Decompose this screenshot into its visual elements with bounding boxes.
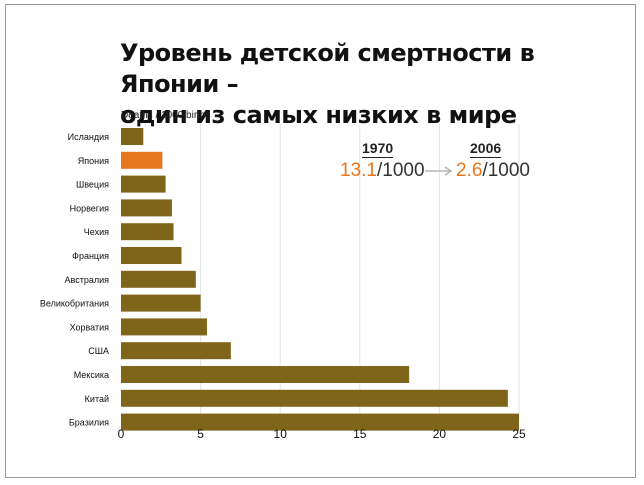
bar-4 xyxy=(121,223,174,241)
category-label: Бразилия xyxy=(69,418,109,428)
bar-10 xyxy=(121,366,410,383)
category-labels: Исландия Япония Швеция Норвегия Чехия Франция… xyxy=(40,132,109,428)
category-label: Китай xyxy=(85,394,109,404)
category-label: Австралия xyxy=(65,275,110,285)
bar-5 xyxy=(121,247,182,264)
slide-title: Уровень детской смертности в Японии – од… xyxy=(120,38,620,131)
category-label: США xyxy=(88,346,109,356)
category-label: Исландия xyxy=(68,132,109,142)
bar-6 xyxy=(121,270,196,288)
rate-to: 2.6/1000 xyxy=(456,160,530,182)
category-label: Чехия xyxy=(84,227,109,237)
rate-from-per: /1000 xyxy=(376,160,425,181)
rate-from: 13.1/1000 xyxy=(340,160,425,182)
bars-layer xyxy=(121,128,519,431)
bar-0 xyxy=(121,128,144,145)
x-tick-label: 10 xyxy=(274,427,288,441)
category-label: Хорватия xyxy=(70,322,110,332)
arrow-right-icon xyxy=(425,166,453,176)
x-tick-label: 0 xyxy=(118,427,125,441)
slide-title-line1: Уровень детской смертности в Японии – xyxy=(120,39,535,98)
year-to-label: 2006 xyxy=(470,140,502,158)
x-tick-label: 25 xyxy=(512,427,526,441)
year-from-label: 1970 xyxy=(362,140,394,158)
bar-12 xyxy=(121,413,519,431)
x-tick-labels: 0 5 10 15 20 25 xyxy=(118,427,526,441)
rate-to-per: /1000 xyxy=(482,160,530,181)
bar-11 xyxy=(121,389,508,407)
category-label: Великобритания xyxy=(40,299,109,309)
slide-title-line2: один из самых низких в мире xyxy=(120,101,517,129)
category-label: Мексика xyxy=(74,370,109,380)
category-label: Норвегия xyxy=(70,203,110,213)
rate-to-value: 2.6 xyxy=(456,160,483,181)
rate-from-value: 13.1 xyxy=(340,160,377,181)
bar-7 xyxy=(121,294,201,312)
bar-3 xyxy=(121,199,172,217)
bar-9 xyxy=(121,342,231,360)
category-label: Швеция xyxy=(76,180,109,190)
category-label: Франция xyxy=(72,251,109,261)
x-tick-label: 5 xyxy=(197,427,204,441)
bar-2 xyxy=(121,175,166,193)
x-tick-label: 15 xyxy=(353,427,367,441)
x-tick-label: 20 xyxy=(433,427,447,441)
category-label: Япония xyxy=(78,156,109,166)
y-axis-label: Deaths / 1000 births xyxy=(121,110,211,121)
bar-8 xyxy=(121,318,207,336)
bar-1 xyxy=(121,151,163,169)
